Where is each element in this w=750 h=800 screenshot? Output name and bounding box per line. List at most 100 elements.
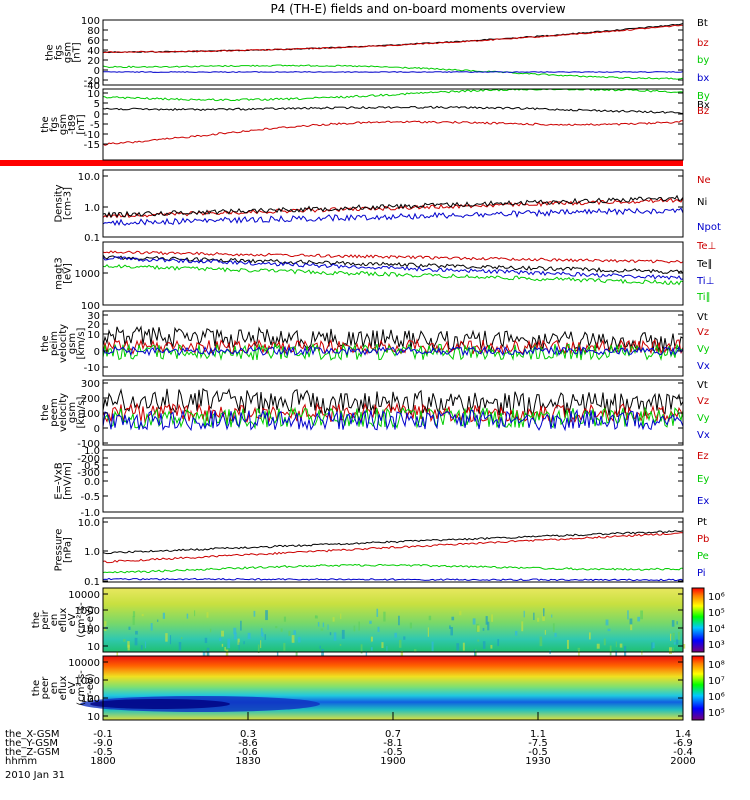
y-tick-label: 30 — [87, 311, 100, 322]
y-axis-label: Pressure — [54, 529, 65, 572]
trace-Te⊥ — [102, 250, 684, 264]
colorbar — [691, 587, 705, 653]
y-tick-label: -15 — [84, 140, 100, 151]
trace-Pt — [102, 530, 684, 555]
y-axis-label: Density — [54, 184, 65, 222]
panel-efield: 1.0 0.5 0.0 -0.5 -1.0 E=-VxB[mV/m] Ez Ey Ex — [54, 446, 710, 519]
x-tick-label: -0.5 — [383, 747, 403, 758]
y-axis-label: [nT] — [72, 42, 83, 62]
panel-peem-velocity: 300 200 100 0 -100 -200 -300 thepeemvelocitygsm… — [40, 379, 710, 479]
y-axis-label: [nT] — [76, 114, 87, 134]
colorbar-label: 10³ — [708, 640, 725, 651]
colorbar-label: 10⁸ — [708, 660, 725, 671]
x-tick-label: -9.0 — [93, 738, 113, 749]
y-tick-label: -200 — [77, 454, 100, 465]
y-tick-label: 40 — [87, 46, 100, 57]
legend-Ni: Ni — [697, 197, 707, 208]
legend-Te⊥: Te⊥ — [696, 241, 716, 252]
colorbar-label: 10⁵ — [708, 708, 725, 719]
y-axis-label: [km/s] — [76, 327, 87, 359]
legend-Npot: Npot — [697, 222, 721, 233]
legend-Bz: Bz — [697, 106, 709, 117]
legend-Pi: Pi — [697, 568, 706, 579]
y-axis-label: gsm — [67, 333, 78, 354]
x-tick-label: 2000 — [670, 756, 695, 767]
legend-Vy: Vy — [697, 413, 710, 424]
legend-Pe: Pe — [697, 551, 709, 562]
trace-bz — [102, 24, 684, 54]
y-axis-label: sr-eV) — [85, 673, 96, 702]
colorbar-label: 10⁶ — [708, 592, 725, 603]
legend-Vt: Vt — [697, 312, 708, 323]
y-tick-label: -300 — [77, 468, 100, 479]
y-tick-label: 10 — [87, 330, 100, 341]
legend-Vx: Vx — [697, 430, 710, 441]
y-tick-label: -100 — [77, 439, 100, 450]
y-axis-label: eV — [67, 613, 78, 626]
y-tick-label: 0.0 — [84, 477, 100, 488]
panel-density: 10.0 1.0 0.1 Density[cm-3] Ne Ni Npot — [54, 169, 721, 244]
y-axis-label: [nPa] — [63, 537, 74, 563]
colorbar — [691, 655, 705, 721]
y-tick-label: 0 — [94, 110, 100, 121]
trace-Bz — [102, 120, 684, 146]
y-axis-label: eflux — [58, 676, 69, 701]
trace-Vt — [102, 325, 684, 353]
y-tick-label: 0.1 — [84, 233, 100, 244]
y-tick-label: 10 — [87, 642, 100, 653]
legend-Bt: Bt — [697, 18, 708, 29]
y-tick-label: 100 — [81, 624, 100, 635]
x-row-label: hhmm — [5, 756, 37, 767]
trace-Pe — [102, 563, 684, 574]
y-axis-label: gsm — [67, 402, 78, 423]
legend-Ey: Ey — [697, 474, 709, 485]
x-tick-label: -8.6 — [238, 738, 258, 749]
y-tick-label: 300 — [81, 379, 100, 390]
colorbar-label: 10⁷ — [708, 676, 725, 687]
legend-Ne: Ne — [697, 175, 711, 186]
trace-Bx — [102, 105, 683, 114]
y-tick-label: -10 — [84, 130, 100, 141]
y-axis-label: peim — [49, 331, 60, 356]
y-axis-label: magt3 — [54, 257, 65, 290]
x-tick-label: -7.5 — [528, 738, 548, 749]
y-axis-label: peer — [40, 676, 51, 700]
panel-frame — [102, 517, 684, 583]
trace-Vz — [102, 402, 684, 424]
y-axis-label: en — [49, 614, 60, 627]
legend-Vz: Vz — [697, 327, 709, 338]
legend-By: By — [697, 91, 710, 102]
legend-Te∥: Te∥ — [696, 259, 713, 270]
legend-bx: bx — [697, 73, 709, 84]
y-tick-label: 10 — [87, 712, 100, 723]
colorbar-label: 10⁵ — [708, 608, 725, 619]
y-axis-label: the — [40, 335, 51, 351]
y-tick-label: 200 — [81, 394, 100, 405]
y-tick-label: 0.5 — [84, 461, 100, 472]
x-tick-label: 1900 — [380, 756, 405, 767]
legend-Ez: Ez — [697, 451, 709, 462]
y-tick-label: 1.0 — [84, 446, 100, 457]
y-tick-label: 1000 — [75, 606, 100, 617]
y-axis-label: (cm²-s- — [76, 602, 87, 638]
panel-frame — [102, 310, 684, 377]
y-tick-label: 5 — [94, 99, 100, 110]
legend-Pb: Pb — [697, 534, 709, 545]
x-tick-label: -0.4 — [673, 747, 693, 758]
y-axis-label: velocity — [58, 393, 69, 432]
y-tick-label: 10000 — [68, 590, 100, 601]
legend-bz: bz — [697, 38, 709, 49]
y-axis-label: en — [49, 682, 60, 695]
x-tick-label: -0.1 — [93, 729, 113, 740]
y-axis-label: [km/s] — [76, 396, 87, 428]
panel-stack: 100806040200-20-40thefgsgsm[nT]Btbzbybx1… — [0, 16, 725, 723]
y-axis-label: [cm-3] — [63, 187, 74, 220]
trace-Ti⊥ — [102, 256, 684, 280]
y-tick-label: -0.5 — [80, 492, 100, 503]
y-tick-label: -40 — [84, 81, 100, 92]
y-axis-label: the — [45, 44, 56, 60]
panel-peir-spectrogram: 10000 1000 100 10 thepeirenefluxeV(cm²-s-sr-… — [31, 587, 725, 662]
x-row-label: the_X-GSM — [5, 729, 59, 740]
x-tick-label: -6.9 — [673, 738, 693, 749]
y-axis-label: eV — [67, 681, 78, 694]
